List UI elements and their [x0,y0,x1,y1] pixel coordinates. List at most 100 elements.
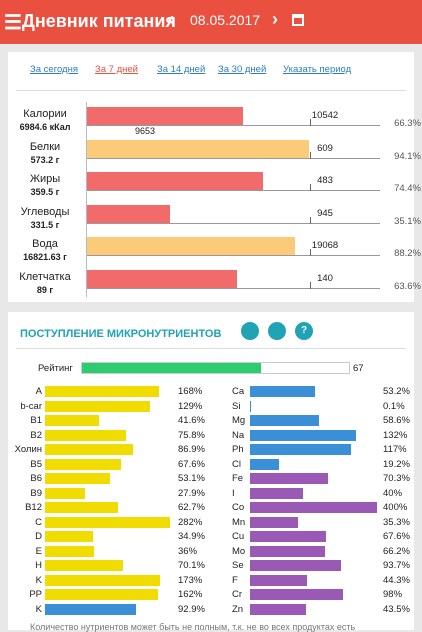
macro-percent: 88.2% [383,248,421,259]
nutrient-bar [45,415,99,426]
nutrient-bar [250,604,306,615]
period-link[interactable]: За 14 дней [157,64,205,75]
nutrient-percent: 98% [383,589,402,600]
macro-norm: 140 [300,273,350,284]
nutrient-name: E [2,546,42,557]
nutrient-percent: 400% [383,502,407,513]
nutrient-bar [45,546,94,557]
macro-name: Калории [10,108,80,120]
nutrient-percent: 129% [178,401,202,412]
nutrient-bar [250,546,325,557]
nutrient-name: Ph [232,444,252,455]
macro-norm: 19068 [300,240,350,251]
nutrient-bar [250,459,279,470]
macro-amount: 331.5 г [10,220,80,230]
nutrient-bar [45,401,150,412]
nutrient-percent: 168% [178,386,202,397]
nutrient-bar [250,473,328,484]
macro-name: Углеводы [10,206,80,218]
macro-percent: 35.1% [383,216,421,227]
nutrient-name: K [2,575,42,586]
nutrient-percent: 86.9% [178,444,205,455]
nutrient-name: Mn [232,517,252,528]
period-link[interactable]: Указать период [283,64,351,75]
nutrient-bar [250,444,351,455]
nutrient-name: Se [232,560,252,571]
macro-name: Жиры [10,173,80,185]
norm-line [87,288,380,289]
rating-bar [82,363,261,373]
nutrient-name: B6 [2,473,42,484]
min-value: 9653 [135,126,155,136]
macro-percent: 74.4% [383,183,421,194]
nutrient-name: B2 [2,430,42,441]
next[interactable]: › [272,9,278,30]
nutrient-bar [250,488,303,499]
nutrient-percent: 36% [178,546,197,557]
norm-line [87,223,380,224]
nutrient-bar [45,604,136,615]
nutrient-name: C [2,517,42,528]
nutrient-percent: 35.3% [383,517,410,528]
menu-icon[interactable]: ☰ [4,10,22,35]
period-link[interactable]: За сегодня [30,64,78,75]
nutrient-name: D [2,531,42,542]
nutrient-bar [45,531,93,542]
calendar-icon[interactable] [292,14,304,26]
norm-line [87,190,380,191]
nutrient-percent: 75.8% [178,430,205,441]
nutrient-percent: 53.2% [383,386,410,397]
macro-name: Клетчатка [10,271,80,283]
nutrient-bar [45,517,170,528]
nutrient-percent: 162% [178,589,202,600]
nutrient-percent: 0.1% [383,401,405,412]
divider [16,348,406,349]
nutrient-bar [250,575,307,586]
nutrient-percent: 70.3% [383,473,410,484]
nutrient-name: Cl [232,459,252,470]
nutrient-name: B5 [2,459,42,470]
nutrient-percent: 92.9% [178,604,205,615]
nutrient-name: I [232,488,252,499]
macro-amount: 359.5 г [10,187,80,197]
nutrient-bar [45,575,160,586]
period-link[interactable]: За 30 дней [218,64,266,75]
nutrient-name: Fe [232,473,252,484]
nutrient-percent: 62.7% [178,502,205,513]
nutrient-name: Cu [232,531,252,542]
prev[interactable]: ‹ [168,9,174,30]
nutrient-percent: 117% [383,444,407,455]
calendar-btn[interactable] [268,322,286,340]
nutrient-name: B12 [2,502,42,513]
macro-percent: 66.3% [383,118,421,129]
nutrient-bar [250,430,356,441]
help-btn[interactable]: ? [295,322,313,340]
nutrient-percent: 282% [178,517,202,528]
nutrient-percent: 70.1% [178,560,205,571]
macro-name: Белки [10,141,80,153]
divider [16,90,406,91]
table-btn[interactable] [241,322,259,340]
nutrient-percent: 58.6% [383,415,410,426]
nutrient-name: B9 [2,488,42,499]
macro-percent: 94.1% [383,151,421,162]
nutrient-bar [250,517,298,528]
header: ☰ Дневник питания ‹ 08.05.2017 › [0,0,422,44]
nutrient-name: Na [232,430,252,441]
nutrient-name: A [2,386,42,397]
norm-line [87,255,380,256]
macro-name: Вода [10,238,80,250]
macro-percent: 63.6% [383,281,421,292]
nutrient-bar [45,473,110,484]
nutrient-name: F [232,575,252,586]
nutrient-bar [250,531,326,542]
nutrient-percent: 67.6% [178,459,205,470]
macro-norm: 483 [300,175,350,186]
nutrient-percent: 41.6% [178,415,205,426]
period-link[interactable]: За 7 дней [95,64,138,75]
nutrient-name: Cr [232,589,252,600]
nutrient-percent: 93.7% [383,560,410,571]
title: Дневник питания [22,11,176,32]
date: 08.05.2017 [190,12,260,28]
nutrient-percent: 40% [383,488,402,499]
